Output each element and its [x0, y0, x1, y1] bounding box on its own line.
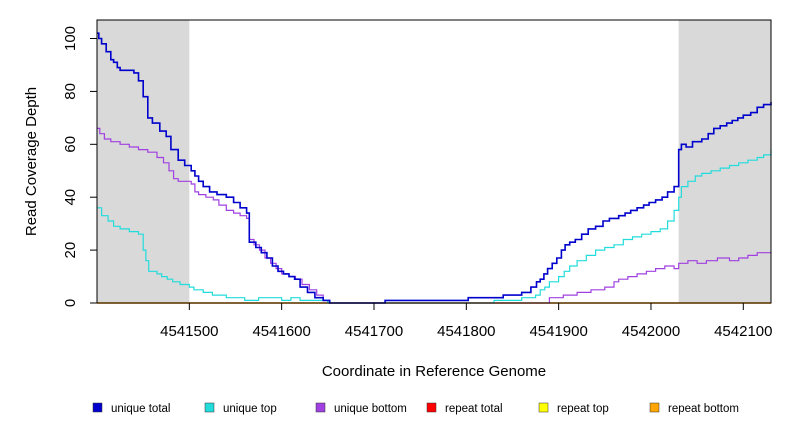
x-tick-label: 4542000 — [622, 323, 680, 340]
legend-label-unique-bottom: unique bottom — [334, 403, 407, 415]
y-tick-label: 40 — [62, 189, 79, 206]
x-axis-title: Coordinate in Reference Genome — [322, 363, 546, 380]
legend-label-unique-total: unique total — [111, 403, 170, 415]
unique-top-line — [97, 149, 772, 304]
legend-swatch-unique-bottom — [315, 402, 326, 413]
series-lines — [97, 32, 772, 304]
legend-label-repeat-total: repeat total — [445, 403, 503, 415]
y-axis: 0 20 40 60 80 100 — [62, 26, 97, 307]
x-axis: 4541500 4541600 4541700 4541800 4541900 45420… — [160, 303, 773, 340]
y-tick-label: 60 — [62, 136, 79, 153]
legend-swatch-repeat-top — [538, 402, 549, 413]
x-tick-label: 4541900 — [529, 323, 587, 340]
shaded-region-1 — [97, 20, 190, 303]
legend-swatch-repeat-bottom — [649, 402, 660, 413]
shaded-regions — [97, 20, 771, 303]
x-tick-label: 4541500 — [160, 323, 218, 340]
y-tick-label: 100 — [62, 26, 79, 51]
x-tick-label: 4541700 — [345, 323, 403, 340]
legend-swatch-unique-total — [92, 402, 103, 413]
unique-total-line — [97, 32, 772, 304]
legend-swatch-repeat-total — [426, 402, 437, 413]
plot-frame — [96, 19, 772, 304]
legend-label-repeat-bottom: repeat bottom — [668, 403, 739, 415]
legend-label-unique-top: unique top — [223, 403, 277, 415]
x-tick-label: 4542100 — [714, 323, 772, 340]
y-axis-title: Read Coverage Depth — [23, 87, 40, 236]
x-tick-label: 4541600 — [252, 323, 310, 340]
legend-swatch-unique-top — [204, 402, 215, 413]
unique-bottom-line — [97, 127, 771, 304]
legend: unique total unique top unique bottom repea… — [92, 402, 739, 415]
y-tick-label: 0 — [62, 299, 79, 307]
y-tick-label: 20 — [62, 242, 79, 259]
y-tick-label: 80 — [62, 83, 79, 100]
x-tick-label: 4541800 — [437, 323, 495, 340]
legend-label-repeat-top: repeat top — [557, 403, 609, 415]
